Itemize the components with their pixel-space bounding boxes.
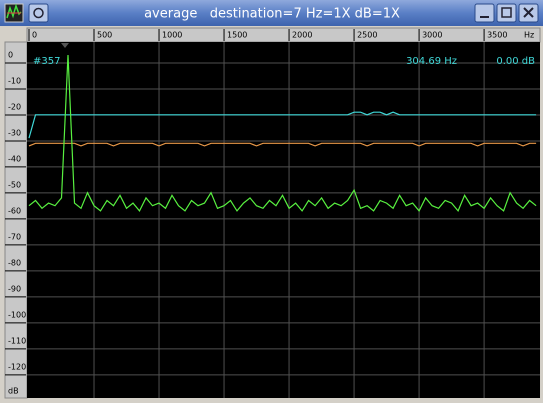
window-title: average destination=7 Hz=1X dB=1X <box>144 7 400 22</box>
minimize-button[interactable] <box>474 3 495 23</box>
x-tick-label: 1000 <box>162 31 182 40</box>
y-tick-label: 0 <box>8 50 13 59</box>
menu-button[interactable] <box>28 3 49 23</box>
maximize-button[interactable] <box>496 3 517 23</box>
x-tick-label: 1500 <box>227 31 247 40</box>
y-tick-label: -70 <box>8 232 21 241</box>
series-line <box>28 54 537 213</box>
x-tick-label: 0 <box>32 31 37 40</box>
y-tick-label: -60 <box>8 206 21 215</box>
close-button[interactable] <box>518 3 539 23</box>
y-tick-label: -40 <box>8 154 21 163</box>
y-tick-label: -80 <box>8 258 21 267</box>
readout-level: 0.00 dB <box>496 56 535 67</box>
y-tick-label: -20 <box>8 102 21 111</box>
x-tick-label: 2000 <box>292 31 312 40</box>
y-tick-label: -30 <box>8 128 21 137</box>
title-bar <box>0 0 543 26</box>
x-tick-label: 3000 <box>422 31 442 40</box>
app-icon <box>4 3 24 23</box>
x-tick-label: 3500 <box>487 31 507 40</box>
plot-area <box>27 42 540 398</box>
y-tick-label: -90 <box>8 284 21 293</box>
y-tick-label: -10 <box>8 76 21 85</box>
y-tick-label: -120 <box>8 362 26 371</box>
cursor-marker[interactable] <box>61 43 69 48</box>
series-line <box>28 111 537 139</box>
y-axis-label: dB <box>8 387 19 396</box>
y-tick-label: -50 <box>8 180 21 189</box>
series-line <box>28 142 537 147</box>
y-tick-label: -110 <box>8 336 26 345</box>
x-tick-label: 2500 <box>357 31 377 40</box>
readout-index: #357 <box>33 56 60 67</box>
x-axis-label: Hz <box>524 31 534 40</box>
x-tick-label: 500 <box>97 31 112 40</box>
readout-frequency: 304.69 Hz <box>406 56 457 67</box>
y-tick-label: -100 <box>8 310 26 319</box>
